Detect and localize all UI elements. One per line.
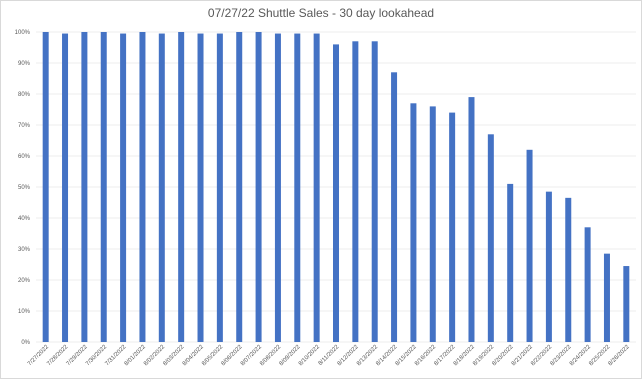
bar xyxy=(120,33,127,343)
bar xyxy=(603,253,610,342)
bar xyxy=(178,32,185,342)
bar xyxy=(391,72,398,343)
bar xyxy=(487,134,494,342)
bars xyxy=(42,32,630,343)
y-tick-label: 70% xyxy=(18,123,31,129)
bar xyxy=(565,197,572,342)
bar xyxy=(139,32,146,342)
bar xyxy=(236,32,243,342)
bar xyxy=(449,112,456,342)
y-tick-label: 90% xyxy=(18,61,31,67)
y-tick-label: 80% xyxy=(18,92,31,98)
y-axis-tick-labels: 0% 10% 20% 30% 40% 50% 60% 70% 80% 90% 100% xyxy=(15,30,31,346)
y-tick-label: 0% xyxy=(21,340,30,346)
bar xyxy=(545,191,552,342)
bar xyxy=(158,33,165,343)
y-tick-label: 20% xyxy=(18,278,31,284)
y-tick-label: 100% xyxy=(15,30,31,36)
bar xyxy=(100,32,107,342)
bar xyxy=(197,33,204,343)
bar xyxy=(294,33,301,343)
x-axis-tick-labels: 7/27/20227/28/20227/29/20227/30/20227/31… xyxy=(27,344,631,368)
y-tick-label: 10% xyxy=(18,309,31,315)
bar xyxy=(410,103,417,342)
chart-title: 07/27/22 Shuttle Sales - 30 day lookahea… xyxy=(207,6,435,20)
x-tick-label: 8/26/2022 xyxy=(608,344,632,368)
bar xyxy=(274,33,281,343)
bar xyxy=(507,183,514,342)
bar xyxy=(371,41,378,343)
bar xyxy=(468,97,475,342)
bar xyxy=(584,227,591,342)
bar xyxy=(429,106,436,343)
bar xyxy=(623,266,630,342)
bar xyxy=(255,32,262,342)
y-tick-label: 30% xyxy=(18,247,31,253)
y-tick-label: 40% xyxy=(18,216,31,222)
bar xyxy=(526,149,533,342)
y-tick-label: 60% xyxy=(18,154,31,160)
bar xyxy=(42,32,49,342)
y-tick-label: 50% xyxy=(18,185,31,191)
bar xyxy=(62,33,69,343)
bar xyxy=(313,33,320,343)
bar xyxy=(333,44,339,343)
bar xyxy=(216,33,223,343)
bar xyxy=(81,32,88,342)
bar xyxy=(352,41,359,343)
